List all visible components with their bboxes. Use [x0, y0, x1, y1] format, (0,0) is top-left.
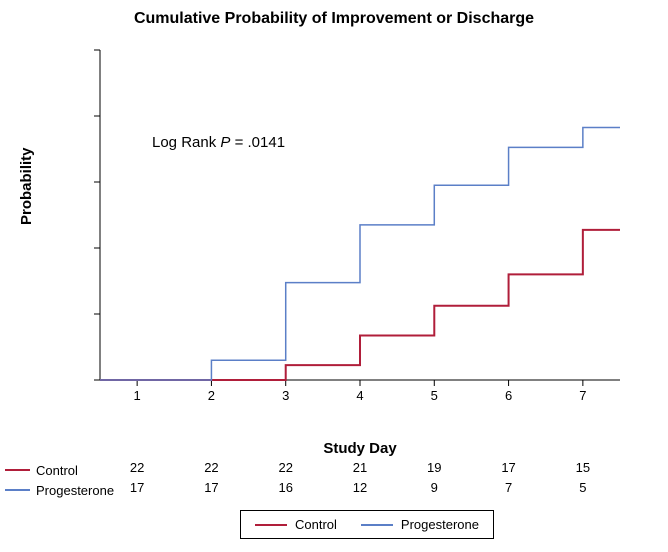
- risk-cell: 15: [563, 460, 603, 475]
- svg-text:2: 2: [208, 388, 215, 403]
- risk-cell: 5: [563, 480, 603, 495]
- risk-row-label: Control: [36, 463, 126, 478]
- risk-marker-line: [5, 469, 30, 471]
- y-axis-label: Probability: [18, 147, 35, 225]
- risk-cell: 21: [340, 460, 380, 475]
- legend-line: [255, 524, 287, 526]
- svg-text:6: 6: [505, 388, 512, 403]
- risk-cell: 17: [191, 480, 231, 495]
- log-rank-annotation: Log Rank P = .0141: [152, 134, 285, 151]
- legend-item-control: Control: [255, 517, 337, 532]
- svg-text:1: 1: [134, 388, 141, 403]
- svg-text:5: 5: [431, 388, 438, 403]
- risk-cell: 12: [340, 480, 380, 495]
- risk-cell: 17: [117, 480, 157, 495]
- annotation-p: P: [220, 134, 230, 151]
- legend: Control Progesterone: [240, 510, 494, 539]
- risk-table: Control Progesterone 22 22 22 21 19 17 15 17 17 16 1…: [0, 460, 668, 500]
- risk-cell: 22: [266, 460, 306, 475]
- risk-cell: 7: [489, 480, 529, 495]
- annotation-value: = .0141: [230, 134, 285, 151]
- svg-text:4: 4: [356, 388, 363, 403]
- risk-row-label: Progesterone: [36, 483, 126, 498]
- risk-marker-line: [5, 489, 30, 491]
- legend-label: Control: [295, 517, 337, 532]
- risk-cell: 16: [266, 480, 306, 495]
- annotation-prefix: Log Rank: [152, 134, 220, 151]
- x-axis-label: Study Day: [90, 440, 630, 457]
- chart-container: Cumulative Probability of Improvement or…: [0, 0, 668, 552]
- plot-area: 00.20.40.60.81.01234567: [90, 40, 630, 410]
- risk-cell: 9: [414, 480, 454, 495]
- legend-label: Progesterone: [401, 517, 479, 532]
- svg-text:7: 7: [579, 388, 586, 403]
- risk-cell: 19: [414, 460, 454, 475]
- svg-text:3: 3: [282, 388, 289, 403]
- risk-cell: 17: [489, 460, 529, 475]
- legend-line: [361, 524, 393, 526]
- risk-cell: 22: [191, 460, 231, 475]
- chart-title: Cumulative Probability of Improvement or…: [0, 10, 668, 28]
- risk-cell: 22: [117, 460, 157, 475]
- legend-item-progesterone: Progesterone: [361, 517, 479, 532]
